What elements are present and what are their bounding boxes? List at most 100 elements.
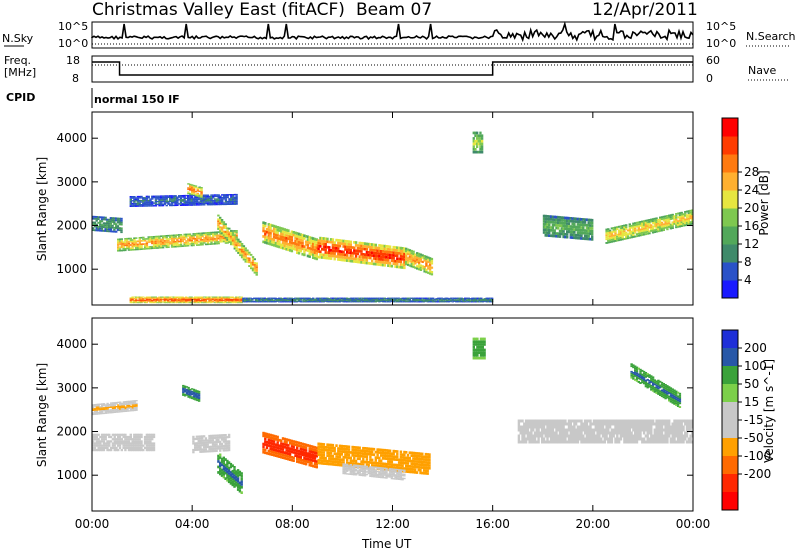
power-cell-1: [167, 239, 170, 242]
power-cell-1: [231, 238, 235, 240]
power-cell-6: [328, 254, 331, 257]
power-cell-9: [585, 229, 589, 233]
power-cell-1: [154, 239, 158, 241]
velocity-cell-6: [324, 446, 327, 449]
power-cell-1: [118, 238, 122, 240]
velocity-cell-1: [101, 412, 104, 415]
power-cell-12: [342, 299, 345, 301]
velocity-cell-0: [102, 433, 106, 436]
power-cell-1: [199, 234, 202, 236]
power-cell-12: [263, 298, 267, 300]
power-cell-5: [303, 248, 306, 251]
power-cell-12: [421, 300, 424, 302]
power-cell-10: [687, 210, 690, 213]
power-cell-9: [551, 220, 555, 224]
power-cell-11: [140, 296, 143, 298]
power-cell-12: [460, 298, 463, 300]
velocity-cell-5: [310, 458, 313, 462]
velocity-cell-1: [113, 410, 116, 412]
power-cell-9: [558, 229, 562, 233]
power-cell-5: [294, 239, 297, 243]
power-cell-2: [233, 199, 237, 201]
power-cell-2: [167, 200, 170, 203]
power-cell-8: [481, 148, 484, 151]
power-cell-12: [304, 298, 308, 300]
velocity-cell-5: [285, 440, 288, 444]
power-cell-2: [151, 203, 154, 206]
velocity-cell-5: [315, 454, 318, 458]
power-cell-11: [163, 298, 166, 300]
velocity-cell-1: [101, 411, 104, 413]
velocity-cell-1: [113, 404, 116, 407]
velocity-cell-0: [134, 438, 138, 441]
power-cell-12: [324, 298, 327, 300]
power-cell-5: [299, 246, 302, 250]
power-cell-5: [297, 232, 301, 236]
power-cell-0: [120, 229, 123, 232]
power-cell-6: [378, 244, 381, 247]
power-cell-1: [208, 231, 211, 234]
power-cell-2: [167, 196, 170, 198]
velocity-cell-3: [206, 443, 209, 446]
power-cell-6: [319, 239, 322, 243]
velocity-cell-0: [140, 440, 143, 443]
power-cell-9: [564, 227, 567, 231]
power-cell-6: [367, 251, 370, 254]
velocity-cell-2: [189, 390, 192, 392]
velocity-cell-4: [238, 470, 242, 474]
power-cell-9: [542, 220, 546, 223]
velocity-cell-3: [192, 442, 195, 445]
power-cell-1: [174, 245, 177, 248]
velocity-cell-4: [224, 466, 227, 470]
power-cell-5: [296, 248, 299, 252]
power-cell-11: [176, 296, 179, 298]
power-cell-12: [371, 297, 374, 299]
power-cell-4: [239, 248, 242, 251]
velocity-cell-0: [117, 444, 120, 447]
power-cell-10: [634, 226, 637, 228]
power-cell-2: [160, 202, 163, 204]
velocity-cell-1: [126, 406, 129, 408]
velocity-cell-1: [117, 407, 120, 409]
power-cell-5: [292, 241, 295, 245]
power-cell-5: [292, 231, 295, 234]
power-cell-12: [460, 297, 463, 299]
velocity-cell-0: [149, 442, 152, 445]
power-cell-6: [394, 254, 397, 257]
velocity-cell-6: [321, 448, 324, 451]
power-cell-6: [365, 256, 369, 259]
power-cell-2: [145, 201, 149, 203]
power-cell-11: [142, 296, 145, 298]
power-cell-2: [174, 200, 177, 202]
power-cell-7: [417, 268, 421, 271]
power-cell-2: [136, 200, 140, 202]
power-cell-9: [551, 223, 555, 227]
power-cell-4: [230, 243, 233, 246]
velocity-cell-5: [272, 451, 276, 454]
velocity-cell-0: [108, 435, 111, 439]
velocity-cell-6: [335, 460, 338, 464]
power-cell-6: [403, 260, 406, 264]
power-cell-5: [283, 247, 286, 250]
power-cell-1: [145, 246, 149, 248]
power-cell-12: [270, 298, 274, 300]
power-cell-12: [270, 297, 274, 299]
power-cell-2: [206, 199, 210, 202]
velocity-cell-1: [129, 401, 133, 404]
power-cell-12: [331, 300, 335, 302]
power-cell-5: [288, 232, 292, 236]
power-cell-2: [194, 201, 197, 203]
power-cell-12: [430, 297, 433, 299]
power-cell-12: [256, 299, 259, 301]
power-cell-2: [179, 201, 183, 204]
power-cell-1: [142, 243, 145, 245]
power-cell-10: [607, 235, 610, 238]
power-cell-4: [251, 267, 255, 270]
power-cell-11: [210, 299, 213, 301]
power-cell-12: [473, 299, 476, 301]
power-cell-6: [354, 244, 358, 247]
power-cell-10: [610, 231, 614, 234]
power-cell-10: [653, 231, 656, 233]
power-cell-2: [199, 198, 202, 201]
velocity-cell-4: [219, 456, 222, 459]
